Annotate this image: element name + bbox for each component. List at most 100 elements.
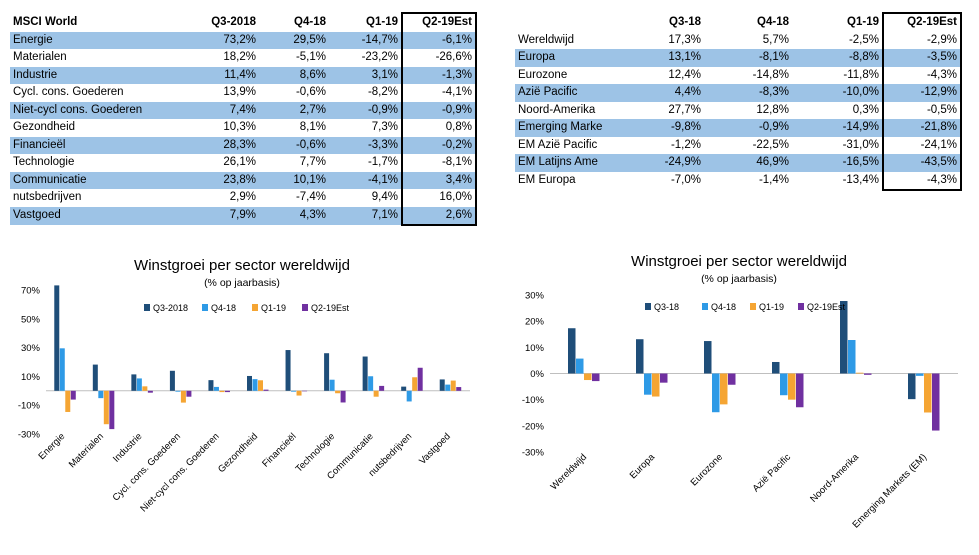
region-table-row-label: Eurozone xyxy=(518,68,568,81)
sector-table-row: Energie 73,2% 29,5% -14,7% -6,1% xyxy=(10,31,477,49)
legend-entry: Q2-19Est xyxy=(311,303,350,313)
sector-table-cell: -7,4% xyxy=(295,191,326,203)
sector-table-row-label: Gezondheid xyxy=(13,121,76,133)
sector-table-cell: -0,6% xyxy=(259,136,329,154)
x-category-label: Industrie xyxy=(111,431,145,465)
bar-q3-2018 xyxy=(54,285,60,391)
region-table-cell: -7,0% xyxy=(670,174,701,186)
region-table-cell: -31,0% xyxy=(842,138,879,151)
bar-q3-18 xyxy=(636,339,644,374)
region-table-cell: -9,8% xyxy=(616,119,704,137)
bar-q4-18 xyxy=(712,373,720,413)
sector-table-cell: 73,2% xyxy=(188,31,259,49)
sector-table-cell: 7,7% xyxy=(299,156,326,168)
chart-title: Winstgroei per sector wereldwijd xyxy=(134,257,350,274)
bar-q1-19 xyxy=(335,390,341,394)
y-tick-label: 30% xyxy=(525,291,545,302)
chart-title: Winstgroei per sector wereldwijd xyxy=(631,253,847,270)
bar-q2-19est xyxy=(302,390,308,392)
region-table-cell: -0,5% xyxy=(882,101,962,119)
bar-q4-18 xyxy=(175,390,181,392)
region-table: Q3-18 Q4-18 Q1-19 Q2-19Est Wereldwijd 17,3% 5,… xyxy=(515,12,962,191)
region-table-cell: -8,1% xyxy=(704,49,792,67)
y-tick-label: 0% xyxy=(530,369,544,380)
legend-entry: Q4-18 xyxy=(711,302,736,312)
bar-q2-19est xyxy=(147,390,153,393)
bar-q3-2018 xyxy=(92,364,98,391)
sector-table-row-label: nutsbedrijven xyxy=(13,191,82,203)
sector-table-row: Cycl. cons. Goederen 13,9% -0,6% -8,2% -4,1% xyxy=(10,84,477,102)
bar-q4-18 xyxy=(368,376,374,391)
sector-table-cell: -1,7% xyxy=(367,156,398,168)
region-table-cell: -24,9% xyxy=(616,154,704,172)
sector-chart: Winstgroei per sector wereldwijd (% op ja… xyxy=(18,257,470,514)
y-tick-label: -30% xyxy=(18,430,41,441)
sector-table-cell: 7,1% xyxy=(329,206,402,225)
sector-table-cell: -1,3% xyxy=(401,66,477,84)
legend-swatch xyxy=(645,303,651,310)
bar-q4-18 xyxy=(213,386,219,391)
bar-q2-19est xyxy=(379,385,385,391)
sector-table-cell: 11,4% xyxy=(188,66,259,84)
bar-q2-19est xyxy=(186,390,192,397)
sector-table-cell: 7,4% xyxy=(188,101,259,119)
sector-table-cell: -0,6% xyxy=(295,86,326,98)
legend-swatch xyxy=(750,303,756,310)
region-table-header-cell: Q4-18 xyxy=(757,15,789,28)
region-table-row-label: Noord-Amerika xyxy=(518,103,596,116)
region-table-cell: -8,3% xyxy=(704,84,792,102)
sector-table-row: Gezondheid 10,3% 8,1% 7,3% 0,8% xyxy=(10,119,477,137)
sector-table-cell: -5,1% xyxy=(295,51,326,63)
sector-table-header-cell: Q4-18 xyxy=(294,15,326,28)
region-table-row-label: Emerging Marke xyxy=(515,119,616,137)
bar-q4-18 xyxy=(780,373,788,396)
x-category-label: Emerging Markets (EM) xyxy=(850,452,929,531)
bar-q1-19 xyxy=(450,380,456,391)
sector-table-cell: -8,2% xyxy=(367,86,398,98)
bar-q1-19 xyxy=(180,390,186,403)
sector-table: MSCI World Q3-2018 Q4-18 Q1-19 Q2-19Est Energ… xyxy=(10,12,477,226)
bar-q4-18 xyxy=(848,340,856,374)
x-category-label: Materialen xyxy=(67,431,106,470)
bar-q2-19est xyxy=(592,373,600,382)
bar-q2-19est xyxy=(417,367,423,391)
region-table-row: Wereldwijd 17,3% 5,7% -2,5% -2,9% xyxy=(515,31,962,49)
bar-q4-18 xyxy=(252,379,258,391)
sector-table-row-label: Cycl. cons. Goederen xyxy=(13,86,124,98)
sector-table-cell: -6,1% xyxy=(401,31,477,49)
sector-table-header-cell: MSCI World xyxy=(13,15,78,28)
bar-q3-18 xyxy=(840,301,848,374)
region-table-row: Azië Pacific 4,4% -8,3% -10,0% -12,9% xyxy=(515,84,962,102)
bar-q3-2018 xyxy=(169,370,175,391)
region-table-cell: -4,3% xyxy=(882,66,962,84)
bar-q2-19est xyxy=(263,389,269,391)
region-table-cell: 46,9% xyxy=(704,154,792,172)
sector-table-cell: 28,3% xyxy=(188,136,259,154)
sector-table-row-label: Vastgoed xyxy=(10,206,188,225)
region-table-row: Emerging Marke -9,8% -0,9% -14,9% -21,8% xyxy=(515,119,962,137)
bar-q3-18 xyxy=(908,373,916,400)
legend-entry: Q3-2018 xyxy=(153,303,188,313)
sector-table-header-row: MSCI World Q3-2018 Q4-18 Q1-19 Q2-19Est xyxy=(10,12,477,32)
sector-table-row-label: Materialen xyxy=(13,51,67,63)
sector-table-row-label: Niet-cycl cons. Goederen xyxy=(10,101,188,119)
region-table-cell: -16,5% xyxy=(792,154,883,172)
region-table-cell: 27,7% xyxy=(668,103,701,116)
bar-q3-2018 xyxy=(362,356,368,391)
sector-table-row: nutsbedrijven 2,9% -7,4% 9,4% 16,0% xyxy=(10,189,477,207)
bar-q3-18 xyxy=(704,341,712,374)
sector-table-header-cell: Q3-2018 xyxy=(211,15,256,28)
bar-q1-19 xyxy=(373,390,379,397)
sector-table-cell: 26,1% xyxy=(223,156,256,168)
bar-q2-19est xyxy=(796,373,804,408)
legend-entry: Q1-19 xyxy=(261,303,286,313)
bar-q1-19 xyxy=(142,386,148,391)
region-table-header-cell xyxy=(515,13,616,32)
sector-table-row: Technologie 26,1% 7,7% -1,7% -8,1% xyxy=(10,154,477,172)
region-table-cell: -2,5% xyxy=(848,33,879,46)
y-tick-label: 20% xyxy=(525,317,545,328)
region-table-cell: -14,9% xyxy=(792,119,883,137)
region-table-cell: -2,9% xyxy=(882,31,962,49)
bar-q1-19 xyxy=(720,373,728,405)
x-category-label: Vastgoed xyxy=(417,431,453,467)
